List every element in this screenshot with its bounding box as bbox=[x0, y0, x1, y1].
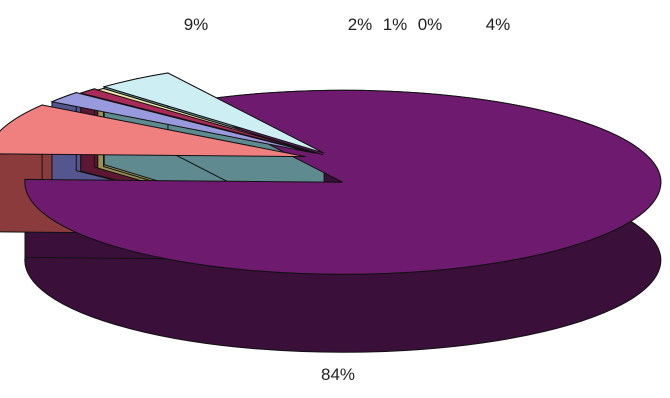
data-label-3: 1% bbox=[383, 15, 408, 34]
pie-slice-1 bbox=[0, 104, 306, 158]
data-label-2: 2% bbox=[348, 15, 373, 34]
data-label-1: 9% bbox=[184, 15, 209, 34]
pie-slice-4 bbox=[96, 87, 324, 156]
data-label-5: 4% bbox=[486, 15, 511, 34]
data-label-0: 84% bbox=[321, 365, 355, 384]
data-label-4: 0% bbox=[418, 15, 443, 34]
pie-slice-3 bbox=[78, 88, 321, 155]
pie-slice-5 bbox=[102, 72, 325, 154]
pie-slice-2 bbox=[50, 92, 316, 154]
pie-slice-0 bbox=[24, 89, 662, 275]
